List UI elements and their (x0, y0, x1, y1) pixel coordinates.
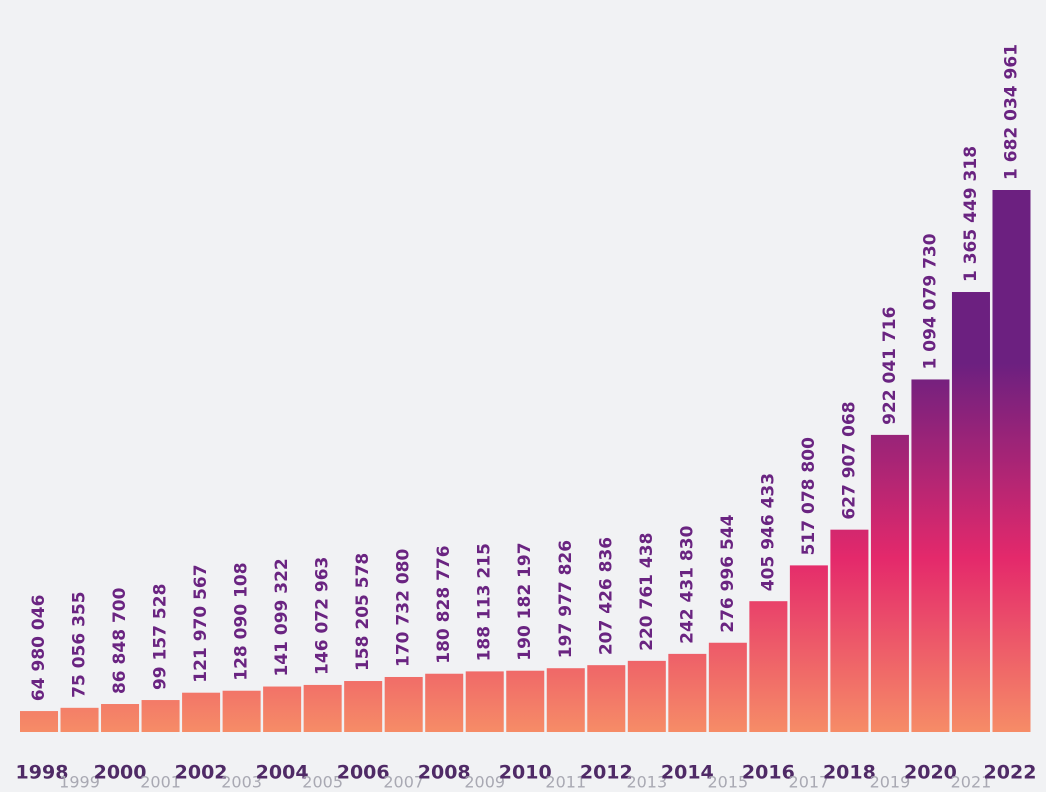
x-tick-label: 2000 (94, 762, 147, 784)
bar (870, 434, 909, 732)
x-tick-label: 2005 (302, 773, 343, 792)
bar (627, 660, 666, 732)
x-tick-label: 2015 (707, 773, 748, 792)
x-tick-label: 2006 (337, 762, 390, 784)
x-tick-label: 2021 (951, 773, 992, 792)
x-tick-label: 2017 (789, 773, 830, 792)
x-tick-label: 1999 (59, 773, 100, 792)
value-label: 86 848 700 (110, 587, 130, 694)
x-tick-label: 1998 (16, 762, 69, 784)
bar (465, 671, 504, 732)
value-label: 207 426 836 (596, 537, 616, 655)
value-label: 170 732 080 (394, 549, 414, 667)
value-label: 242 431 830 (677, 525, 697, 643)
x-tick-label: 2008 (418, 762, 471, 784)
value-label: 922 041 716 (880, 307, 900, 425)
value-label: 99 157 528 (151, 584, 171, 690)
bar (911, 379, 950, 732)
bar (830, 529, 869, 732)
value-label: 158 205 578 (353, 553, 373, 671)
value-label: 197 977 826 (556, 540, 576, 658)
x-tick-label: 2009 (464, 773, 505, 792)
x-tick-label: 2003 (221, 773, 262, 792)
bar (992, 190, 1031, 732)
value-label: 1 094 079 730 (920, 233, 940, 369)
bar (789, 565, 828, 732)
bar (546, 668, 585, 732)
x-tick-label: 2014 (661, 762, 714, 784)
value-label: 188 113 215 (475, 543, 495, 661)
bar (951, 292, 990, 732)
bar (303, 684, 342, 732)
value-label: 128 090 108 (232, 562, 252, 680)
bar (749, 601, 788, 732)
value-label: 405 946 433 (758, 473, 778, 591)
value-label: 190 182 197 (515, 542, 535, 660)
bar (60, 707, 99, 732)
value-label: 64 980 046 (29, 595, 49, 701)
x-tick-label: 2001 (140, 773, 181, 792)
x-tick-label: 2010 (499, 762, 552, 784)
value-label: 180 828 776 (434, 545, 454, 663)
value-label: 220 761 438 (637, 533, 657, 651)
bar (708, 642, 747, 732)
x-tick-label: 2016 (742, 762, 795, 784)
value-label: 146 072 963 (313, 557, 333, 675)
x-tick-label: 2018 (823, 762, 876, 784)
value-label: 1 365 449 318 (961, 146, 981, 282)
x-tick-label: 2007 (383, 773, 424, 792)
bar (182, 692, 221, 732)
x-tick-label: 2012 (580, 762, 633, 784)
value-label: 1 682 034 961 (1001, 44, 1021, 180)
bar (344, 681, 383, 732)
bar (425, 673, 464, 732)
bar (668, 653, 707, 732)
x-tick-label: 2013 (626, 773, 667, 792)
bar (384, 676, 423, 732)
bar (587, 665, 626, 732)
value-label: 517 078 800 (799, 437, 819, 555)
x-tick-label: 2002 (175, 762, 228, 784)
bar (222, 690, 261, 732)
x-tick-label: 2011 (545, 773, 586, 792)
value-label: 276 996 544 (718, 514, 738, 632)
x-tick-label: 2019 (870, 773, 911, 792)
x-tick-label: 2020 (904, 762, 957, 784)
value-label: 627 907 068 (839, 401, 859, 519)
x-tick-label: 2022 (984, 762, 1037, 784)
value-label: 75 056 355 (70, 591, 90, 697)
bar (101, 704, 140, 732)
bar (506, 670, 545, 732)
bar (263, 686, 302, 732)
x-tick-label: 2004 (256, 762, 309, 784)
bar (20, 711, 59, 732)
value-label: 121 970 567 (191, 564, 211, 682)
bar (141, 700, 180, 732)
value-label: 141 099 322 (272, 558, 292, 676)
